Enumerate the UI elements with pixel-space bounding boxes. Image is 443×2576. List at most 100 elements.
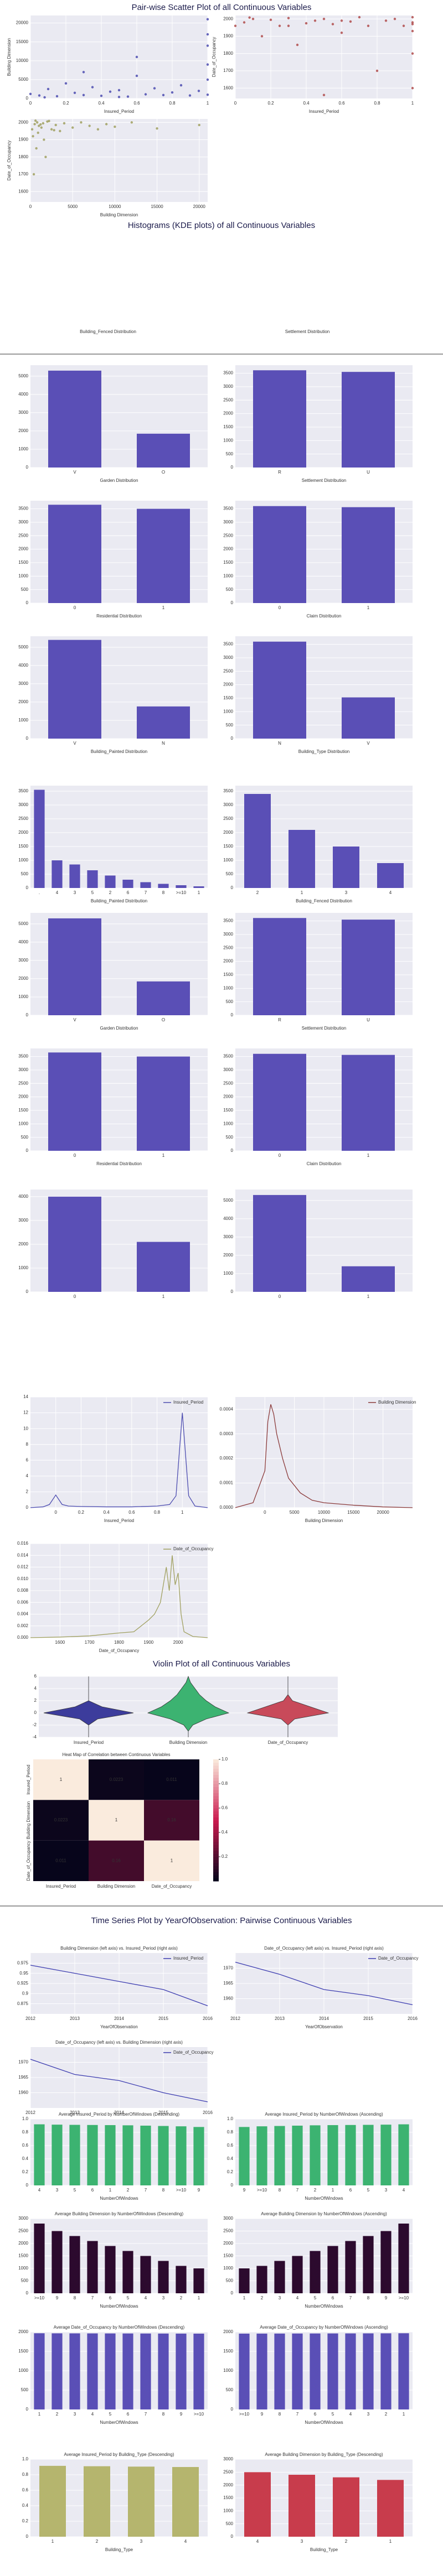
y-tick-label: 0 [26, 465, 29, 470]
bar [345, 2241, 356, 2293]
y-tick-label: 0.0001 [220, 1481, 234, 1486]
x-tick-label: 1 [181, 1510, 184, 1515]
bar [239, 2268, 250, 2293]
x-tick-label: 2016 [408, 2016, 418, 2021]
bar [253, 370, 306, 468]
y-tick-label: 0.000 [17, 1635, 29, 1640]
y-tick-label: 0 [26, 2534, 29, 2539]
x-tick-label: 4 [145, 2295, 147, 2300]
x-tick-label: 2012 [25, 2110, 35, 2115]
x-tick-label: 0 [29, 101, 32, 106]
line [235, 1404, 413, 1508]
bar [253, 641, 306, 739]
bar [176, 885, 187, 888]
y-tick-label: 1700 [18, 172, 28, 176]
point [34, 119, 37, 122]
y-tick-label: 2500 [223, 533, 233, 538]
point [287, 24, 290, 27]
y-tick-label: 0 [26, 1289, 29, 1294]
x-tick-label: 1 [367, 1294, 370, 1299]
y-tick-label: 1600 [18, 189, 28, 194]
x-tick-label: 2 [314, 2188, 317, 2193]
y-tick-label: 0.016 [17, 1541, 29, 1546]
colorbar-label: 0.4 [222, 1830, 228, 1835]
colorbar-step [213, 1765, 219, 1769]
x-tick-label: N [162, 741, 165, 746]
x-tick-label: 0.2 [267, 101, 274, 106]
x-axis-label: Building_Type [105, 2547, 133, 2552]
colorbar-step [213, 1811, 219, 1815]
y-tick-label: 1960 [223, 1996, 233, 2001]
x-axis-label: Building Dimension [100, 212, 138, 217]
y-tick-label: 1000 [18, 446, 28, 451]
y-tick-label: 3500 [18, 1054, 28, 1059]
x-tick-label: 3 [345, 890, 348, 895]
bar [122, 2125, 133, 2185]
colorbar-step [213, 1835, 219, 1839]
point [411, 15, 414, 19]
x-tick-label: 1 [207, 101, 209, 106]
y-tick-label: 15000 [16, 39, 29, 44]
y-tick-label: 0.925 [17, 1981, 29, 1986]
y-tick-label: 14 [23, 1394, 28, 1399]
x-tick-label: 1 [198, 2295, 200, 2300]
x-tick-label: 7 [296, 2412, 299, 2417]
x-tick-label: 8 [367, 2295, 370, 2300]
x-tick-label: 5000 [290, 1510, 300, 1515]
point [135, 74, 138, 77]
x-tick-label: 2 [127, 2188, 130, 2193]
x-tick-label: 1 [367, 605, 370, 610]
x-tick-label: 8 [162, 890, 165, 895]
y-tick-label: 1000 [223, 1271, 233, 1276]
y-tick-label: 3000 [18, 958, 28, 963]
y-tick-label: 1.0 [227, 2116, 234, 2121]
x-tick-label: 9 [198, 2188, 200, 2193]
point [29, 92, 32, 96]
colorbar-step [213, 1805, 219, 1809]
y-tick-label: 1000 [223, 2266, 233, 2271]
point [322, 18, 326, 20]
bar [380, 2231, 392, 2293]
y-tick-label: 2000 [223, 547, 233, 552]
x-tick-label: 6 [127, 890, 130, 895]
x-tick-label: 5 [332, 2412, 334, 2417]
y-tick-label: 2500 [18, 816, 28, 821]
x-axis-label: Claim Distribution [307, 1161, 342, 1166]
x-tick-label: 7 [145, 890, 147, 895]
y-tick-label: 1000 [223, 709, 233, 714]
line [30, 2059, 208, 2102]
x-tick-label: 8 [162, 2188, 165, 2193]
x-tick-label: 1 [109, 2188, 112, 2193]
y-tick-label: 1500 [18, 2253, 28, 2258]
line [30, 1412, 208, 1508]
x-tick-label: 4 [56, 890, 59, 895]
colorbar-step [213, 1832, 219, 1836]
y-tick-label: 3000 [223, 655, 233, 660]
point [188, 94, 192, 97]
y-tick-label: 1500 [223, 560, 233, 565]
heat-cell [144, 1759, 199, 1800]
y-tick-label: 2000 [223, 682, 233, 687]
point [35, 121, 39, 124]
point [109, 90, 112, 93]
point [162, 94, 165, 97]
point [411, 29, 414, 33]
x-tick-label: U [367, 470, 370, 475]
x-tick-label: 4 [184, 2539, 187, 2544]
y-tick-label: Date_of_Occupancy [26, 1841, 31, 1881]
y-tick-label: 4 [26, 1473, 29, 1478]
x-tick-label: 2013 [70, 2016, 80, 2021]
y-tick-label: 500 [226, 871, 234, 876]
x-tick-label: U [367, 1017, 370, 1022]
x-axis-label: NumberOfWindows [100, 2304, 138, 2309]
point [358, 15, 361, 19]
y-tick-label: 500 [21, 2278, 29, 2283]
bar [244, 2472, 271, 2537]
x-tick-label: 8 [279, 2412, 281, 2417]
bar [137, 706, 190, 739]
legend-label: Date_of_Occupancy [173, 2050, 214, 2055]
bar [137, 433, 190, 468]
point [42, 122, 45, 125]
bar [140, 2126, 151, 2185]
point [322, 94, 326, 96]
